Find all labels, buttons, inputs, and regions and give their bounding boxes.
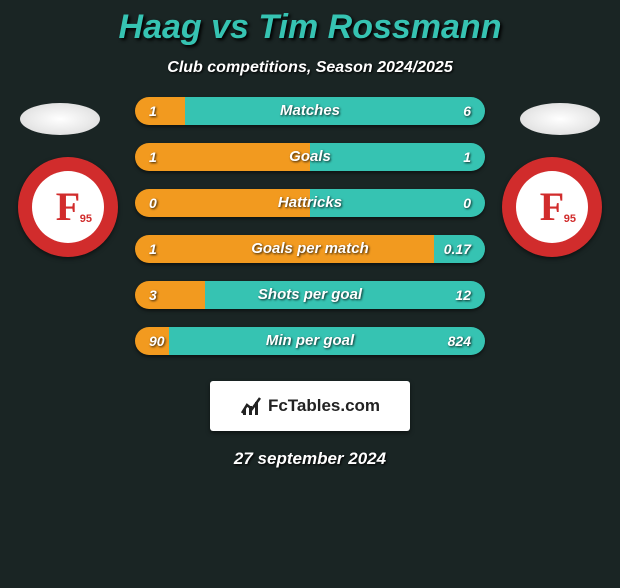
- stat-label: Goals per match: [135, 235, 485, 263]
- club-right-sub: 95: [564, 213, 576, 225]
- stat-label: Shots per goal: [135, 281, 485, 309]
- stat-row: 16Matches: [135, 97, 485, 125]
- club-left-initial: F: [56, 187, 80, 227]
- player-right-club-badge: F 95: [502, 157, 602, 257]
- branding-text: FcTables.com: [268, 396, 380, 416]
- stat-row: 11Goals: [135, 143, 485, 171]
- page-title: Haag vs Tim Rossmann: [0, 8, 620, 47]
- player-left-club-badge: F 95: [18, 157, 118, 257]
- stat-row: 312Shots per goal: [135, 281, 485, 309]
- stat-label: Matches: [135, 97, 485, 125]
- player-left-avatar: [20, 103, 100, 135]
- chart-icon: [240, 395, 262, 417]
- stat-label: Hattricks: [135, 189, 485, 217]
- stat-row: 00Hattricks: [135, 189, 485, 217]
- club-right-initial: F: [540, 187, 564, 227]
- branding-badge: FcTables.com: [210, 381, 410, 431]
- comparison-stage: F 95 F 95 16Matches 11Goals 00Hattricks 10.…: [0, 97, 620, 367]
- stat-row: 90824Min per goal: [135, 327, 485, 355]
- club-left-sub: 95: [80, 213, 92, 225]
- subtitle: Club competitions, Season 2024/2025: [0, 59, 620, 77]
- stat-row: 10.17Goals per match: [135, 235, 485, 263]
- stat-label: Min per goal: [135, 327, 485, 355]
- date-label: 27 september 2024: [0, 449, 620, 469]
- stat-label: Goals: [135, 143, 485, 171]
- player-right-avatar: [520, 103, 600, 135]
- stat-bars: 16Matches 11Goals 00Hattricks 10.17Goals pe…: [135, 97, 485, 373]
